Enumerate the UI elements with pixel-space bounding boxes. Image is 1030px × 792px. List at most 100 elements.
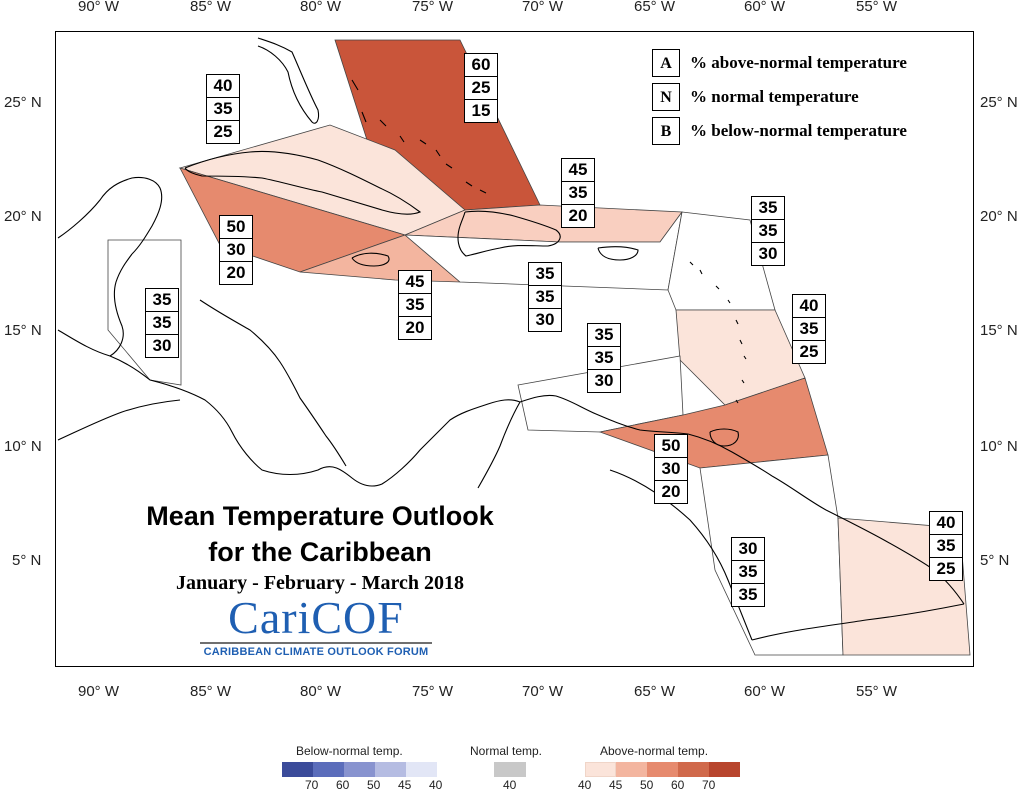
lat-tick-right-25: 25° N <box>980 94 1018 111</box>
prob-box-cuba-south: 50 30 20 <box>219 215 253 285</box>
lon-tick-top-75: 75° W <box>412 0 454 15</box>
legend-label-above-70: 70 <box>702 778 716 792</box>
region-guyana <box>699 454 844 656</box>
lon-tick-top-55: 55° W <box>856 0 898 15</box>
prob-below: 35 <box>738 585 758 604</box>
title-block: Mean Temperature Outlook for the Caribbe… <box>95 498 545 596</box>
prob-normal: 35 <box>930 535 962 558</box>
prob-above: 45 <box>399 271 431 294</box>
lon-tick-top-70: 70° W <box>522 0 564 15</box>
lon-tick-bottom-75: 75° W <box>412 683 454 700</box>
prob-normal: 35 <box>529 286 561 309</box>
lon-tick-bottom-80: 80° W <box>300 683 342 700</box>
lat-tick-left-20: 20° N <box>4 208 42 225</box>
caricof-logo: CariCOF CARIBBEAN CLIMATE OUTLOOK FORUM <box>200 594 432 658</box>
legend-swatch-above-50 <box>647 762 678 777</box>
lat-tick-left-15: 15° N <box>4 322 42 339</box>
lat-tick-right-10: 10° N <box>980 438 1018 455</box>
prob-above: 50 <box>220 216 252 239</box>
key-row-below: B % below-normal temperature <box>652 114 907 148</box>
key-letter-a: A <box>652 49 680 77</box>
prob-normal: 35 <box>562 182 594 205</box>
prob-below: 30 <box>535 310 555 329</box>
map-title-line-2: for the Caribbean <box>208 537 432 567</box>
prob-normal: 30 <box>655 458 687 481</box>
lon-tick-bottom-55: 55° W <box>856 683 898 700</box>
lon-tick-bottom-65: 65° W <box>634 683 676 700</box>
prob-above: 30 <box>732 538 764 561</box>
prob-normal: 35 <box>752 220 784 243</box>
legend-label-below-60: 60 <box>336 778 350 792</box>
key-row-normal: N % normal temperature <box>652 80 907 114</box>
lon-tick-bottom-85: 85° W <box>190 683 232 700</box>
lon-tick-bottom-70: 70° W <box>522 683 564 700</box>
prob-below: 30 <box>758 244 778 263</box>
prob-above: 40 <box>207 75 239 98</box>
key-letter-n: N <box>652 83 680 111</box>
legend-normal-title: Normal temp. <box>470 744 543 758</box>
legend-swatch-below-60 <box>313 762 344 777</box>
prob-above: 35 <box>529 263 561 286</box>
lat-tick-right-20: 20° N <box>980 208 1018 225</box>
prob-above: 45 <box>562 159 594 182</box>
lat-tick-right-5: 5° N <box>980 552 1010 569</box>
legend-swatch-above-60 <box>678 762 709 777</box>
map-title-line-1: Mean Temperature Outlook <box>146 501 494 531</box>
prob-box-northern-leewards: 35 35 30 <box>751 196 785 266</box>
logo-tagline: CARIBBEAN CLIMATE OUTLOOK FORUM <box>200 642 432 658</box>
prob-normal: 35 <box>399 294 431 317</box>
prob-below: 20 <box>568 206 588 225</box>
prob-box-suriname-fg: 40 35 25 <box>929 511 963 581</box>
prob-below: 30 <box>152 336 172 355</box>
prob-above: 35 <box>588 324 620 347</box>
lon-tick-top-80: 80° W <box>300 0 342 15</box>
key-row-above: A % above-normal temperature <box>652 46 907 80</box>
prob-normal: 35 <box>588 347 620 370</box>
prob-box-hispaniola-pr: 35 35 30 <box>528 262 562 332</box>
legend-label-above-50: 50 <box>640 778 654 792</box>
lon-tick-bottom-90: 90° W <box>78 683 120 700</box>
key-text-above: % above-normal temperature <box>690 53 907 72</box>
lat-tick-left-5: 5° N <box>12 552 42 569</box>
key-text-normal: % normal temperature <box>690 87 859 106</box>
lon-tick-bottom-60: 60° W <box>744 683 786 700</box>
prob-normal: 35 <box>146 312 178 335</box>
prob-below: 25 <box>936 559 956 578</box>
prob-above: 40 <box>793 295 825 318</box>
key-text-below: % below-normal temperature <box>690 121 907 140</box>
prob-below: 25 <box>799 342 819 361</box>
prob-above: 50 <box>655 435 687 458</box>
prob-box-guyana: 30 35 35 <box>731 537 765 607</box>
prob-below: 25 <box>213 122 233 141</box>
prob-above: 35 <box>752 197 784 220</box>
prob-box-jamaica: 45 35 20 <box>398 270 432 340</box>
legend-swatch-below-50 <box>344 762 375 777</box>
prob-box-bahamas: 60 25 15 <box>464 53 498 123</box>
lat-tick-left-25: 25° N <box>4 94 42 111</box>
lon-tick-top-90: 90° W <box>78 0 120 15</box>
prob-above: 60 <box>465 54 497 77</box>
legend-label-below-40: 40 <box>429 778 443 792</box>
legend-label-below-45: 45 <box>398 778 412 792</box>
legend-label-below-50: 50 <box>367 778 381 792</box>
legend-swatch-below-40 <box>406 762 437 777</box>
prob-below: 15 <box>471 101 491 120</box>
prob-box-turks-hispaniola: 45 35 20 <box>561 158 595 228</box>
prob-box-abc: 35 35 30 <box>587 323 621 393</box>
legend-swatch-below-70 <box>282 762 313 777</box>
lat-tick-left-10: 10° N <box>4 438 42 455</box>
legend-swatch-normal <box>494 762 526 777</box>
prob-normal: 35 <box>207 98 239 121</box>
key-letter-b: B <box>652 117 680 145</box>
legend-label-above-60: 60 <box>671 778 685 792</box>
prob-box-cuba-north: 40 35 25 <box>206 74 240 144</box>
legend-swatch-above-70 <box>709 762 740 777</box>
prob-below: 20 <box>226 263 246 282</box>
map-subtitle: January - February - March 2018 <box>176 572 464 594</box>
prob-box-windwards: 40 35 25 <box>792 294 826 364</box>
prob-above: 35 <box>146 289 178 312</box>
lat-tick-right-15: 15° N <box>980 322 1018 339</box>
logo-wordmark: CariCOF <box>228 592 404 643</box>
legend-label-above-40: 40 <box>578 778 592 792</box>
prob-below: 20 <box>661 482 681 501</box>
